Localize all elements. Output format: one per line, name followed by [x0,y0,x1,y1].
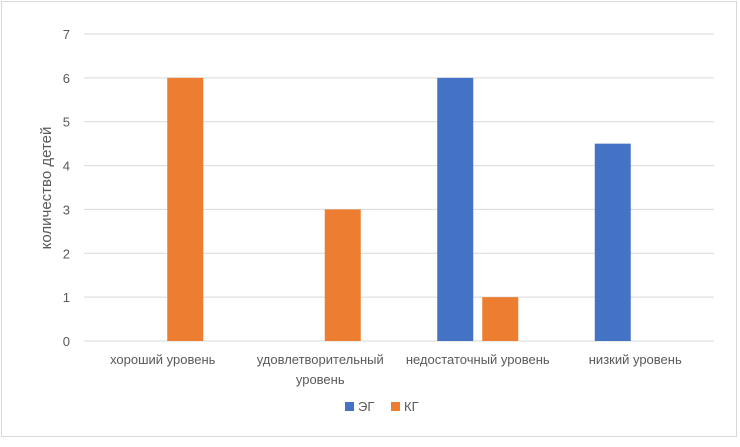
y-tick-label: 0 [63,334,70,349]
bar-КГ-0 [167,77,204,341]
bar-ЭГ-2 [437,77,474,341]
bar-КГ-1 [324,209,361,341]
legend-swatch-ЭГ [345,402,354,411]
y-axis-ticks: 0 1 2 3 4 5 6 7 [63,27,70,349]
y-tick-label: 7 [63,27,70,42]
legend: ЭГ КГ [345,399,419,414]
y-axis-title: количество детей [38,127,55,250]
y-tick-label: 1 [63,290,70,305]
x-category-label: уровень [296,372,345,387]
y-tick-label: 5 [63,115,70,130]
legend-swatch-КГ [391,402,400,411]
y-tick-label: 2 [63,246,70,261]
bars [167,77,631,341]
bar-КГ-2 [482,297,519,341]
x-category-label: удовлетворительный [257,352,384,367]
x-axis-categories: хороший уровень удовлетворительный уровень… [110,352,682,387]
legend-label: КГ [404,399,419,414]
bar-ЭГ-3 [594,143,631,341]
x-category-label: низкий уровень [589,352,682,367]
legend-label: ЭГ [358,399,374,414]
y-tick-label: 3 [63,202,70,217]
y-tick-label: 6 [63,71,70,86]
x-category-label: недостаточный уровень [406,352,550,367]
x-category-label: хороший уровень [110,352,216,367]
y-tick-label: 4 [63,159,70,174]
